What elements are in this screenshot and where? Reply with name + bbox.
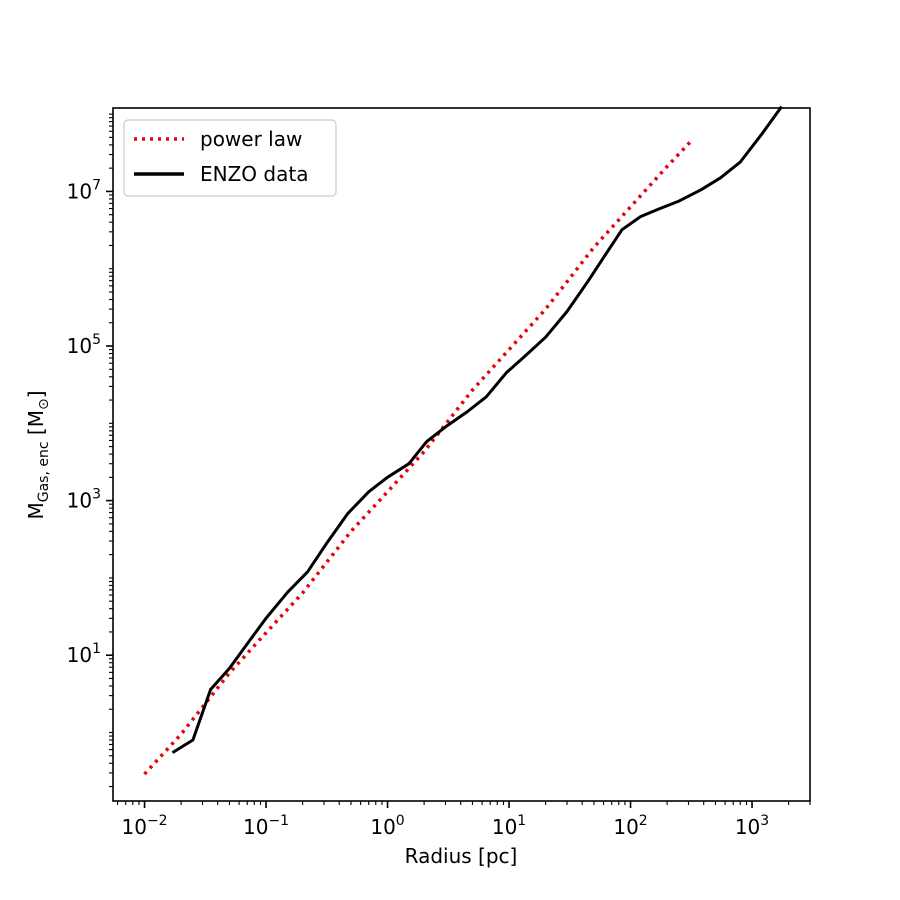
x-axis-tick-labels: 10−2 10−1 100 101 102 103	[121, 813, 769, 839]
x-tick-label: 100	[370, 813, 404, 839]
series-layer	[143, 105, 783, 776]
series-line-power-law	[143, 138, 694, 776]
y-tick-label: 103	[67, 487, 101, 513]
plot-background	[113, 108, 810, 801]
legend: power law ENZO data	[123, 119, 337, 197]
y-axis-ticks	[106, 113, 113, 788]
y-axis-tick-labels: 101 103 105 107	[67, 177, 101, 667]
y-tick-label: 105	[67, 332, 101, 358]
x-tick-label: 101	[492, 813, 526, 839]
y-tick-label: 107	[67, 177, 101, 203]
legend-label-power-law: power law	[200, 127, 302, 151]
y-tick-label: 101	[67, 641, 101, 667]
y-axis-label-subscript: Gas, enc	[36, 441, 52, 502]
series-line-enzo-data	[171, 105, 783, 754]
x-axis-ticks	[117, 801, 811, 808]
x-tick-label: 10−2	[121, 813, 167, 839]
y-axis-label-sun-symbol: ⊙	[36, 398, 52, 410]
x-axis-label: Radius [pc]	[405, 844, 518, 868]
legend-label-enzo-data: ENZO data	[200, 162, 308, 186]
x-tick-label: 10−1	[243, 813, 289, 839]
x-tick-label: 103	[735, 813, 769, 839]
x-tick-label: 102	[613, 813, 647, 839]
y-axis-label: MGas, enc [M⊙]	[24, 390, 52, 519]
